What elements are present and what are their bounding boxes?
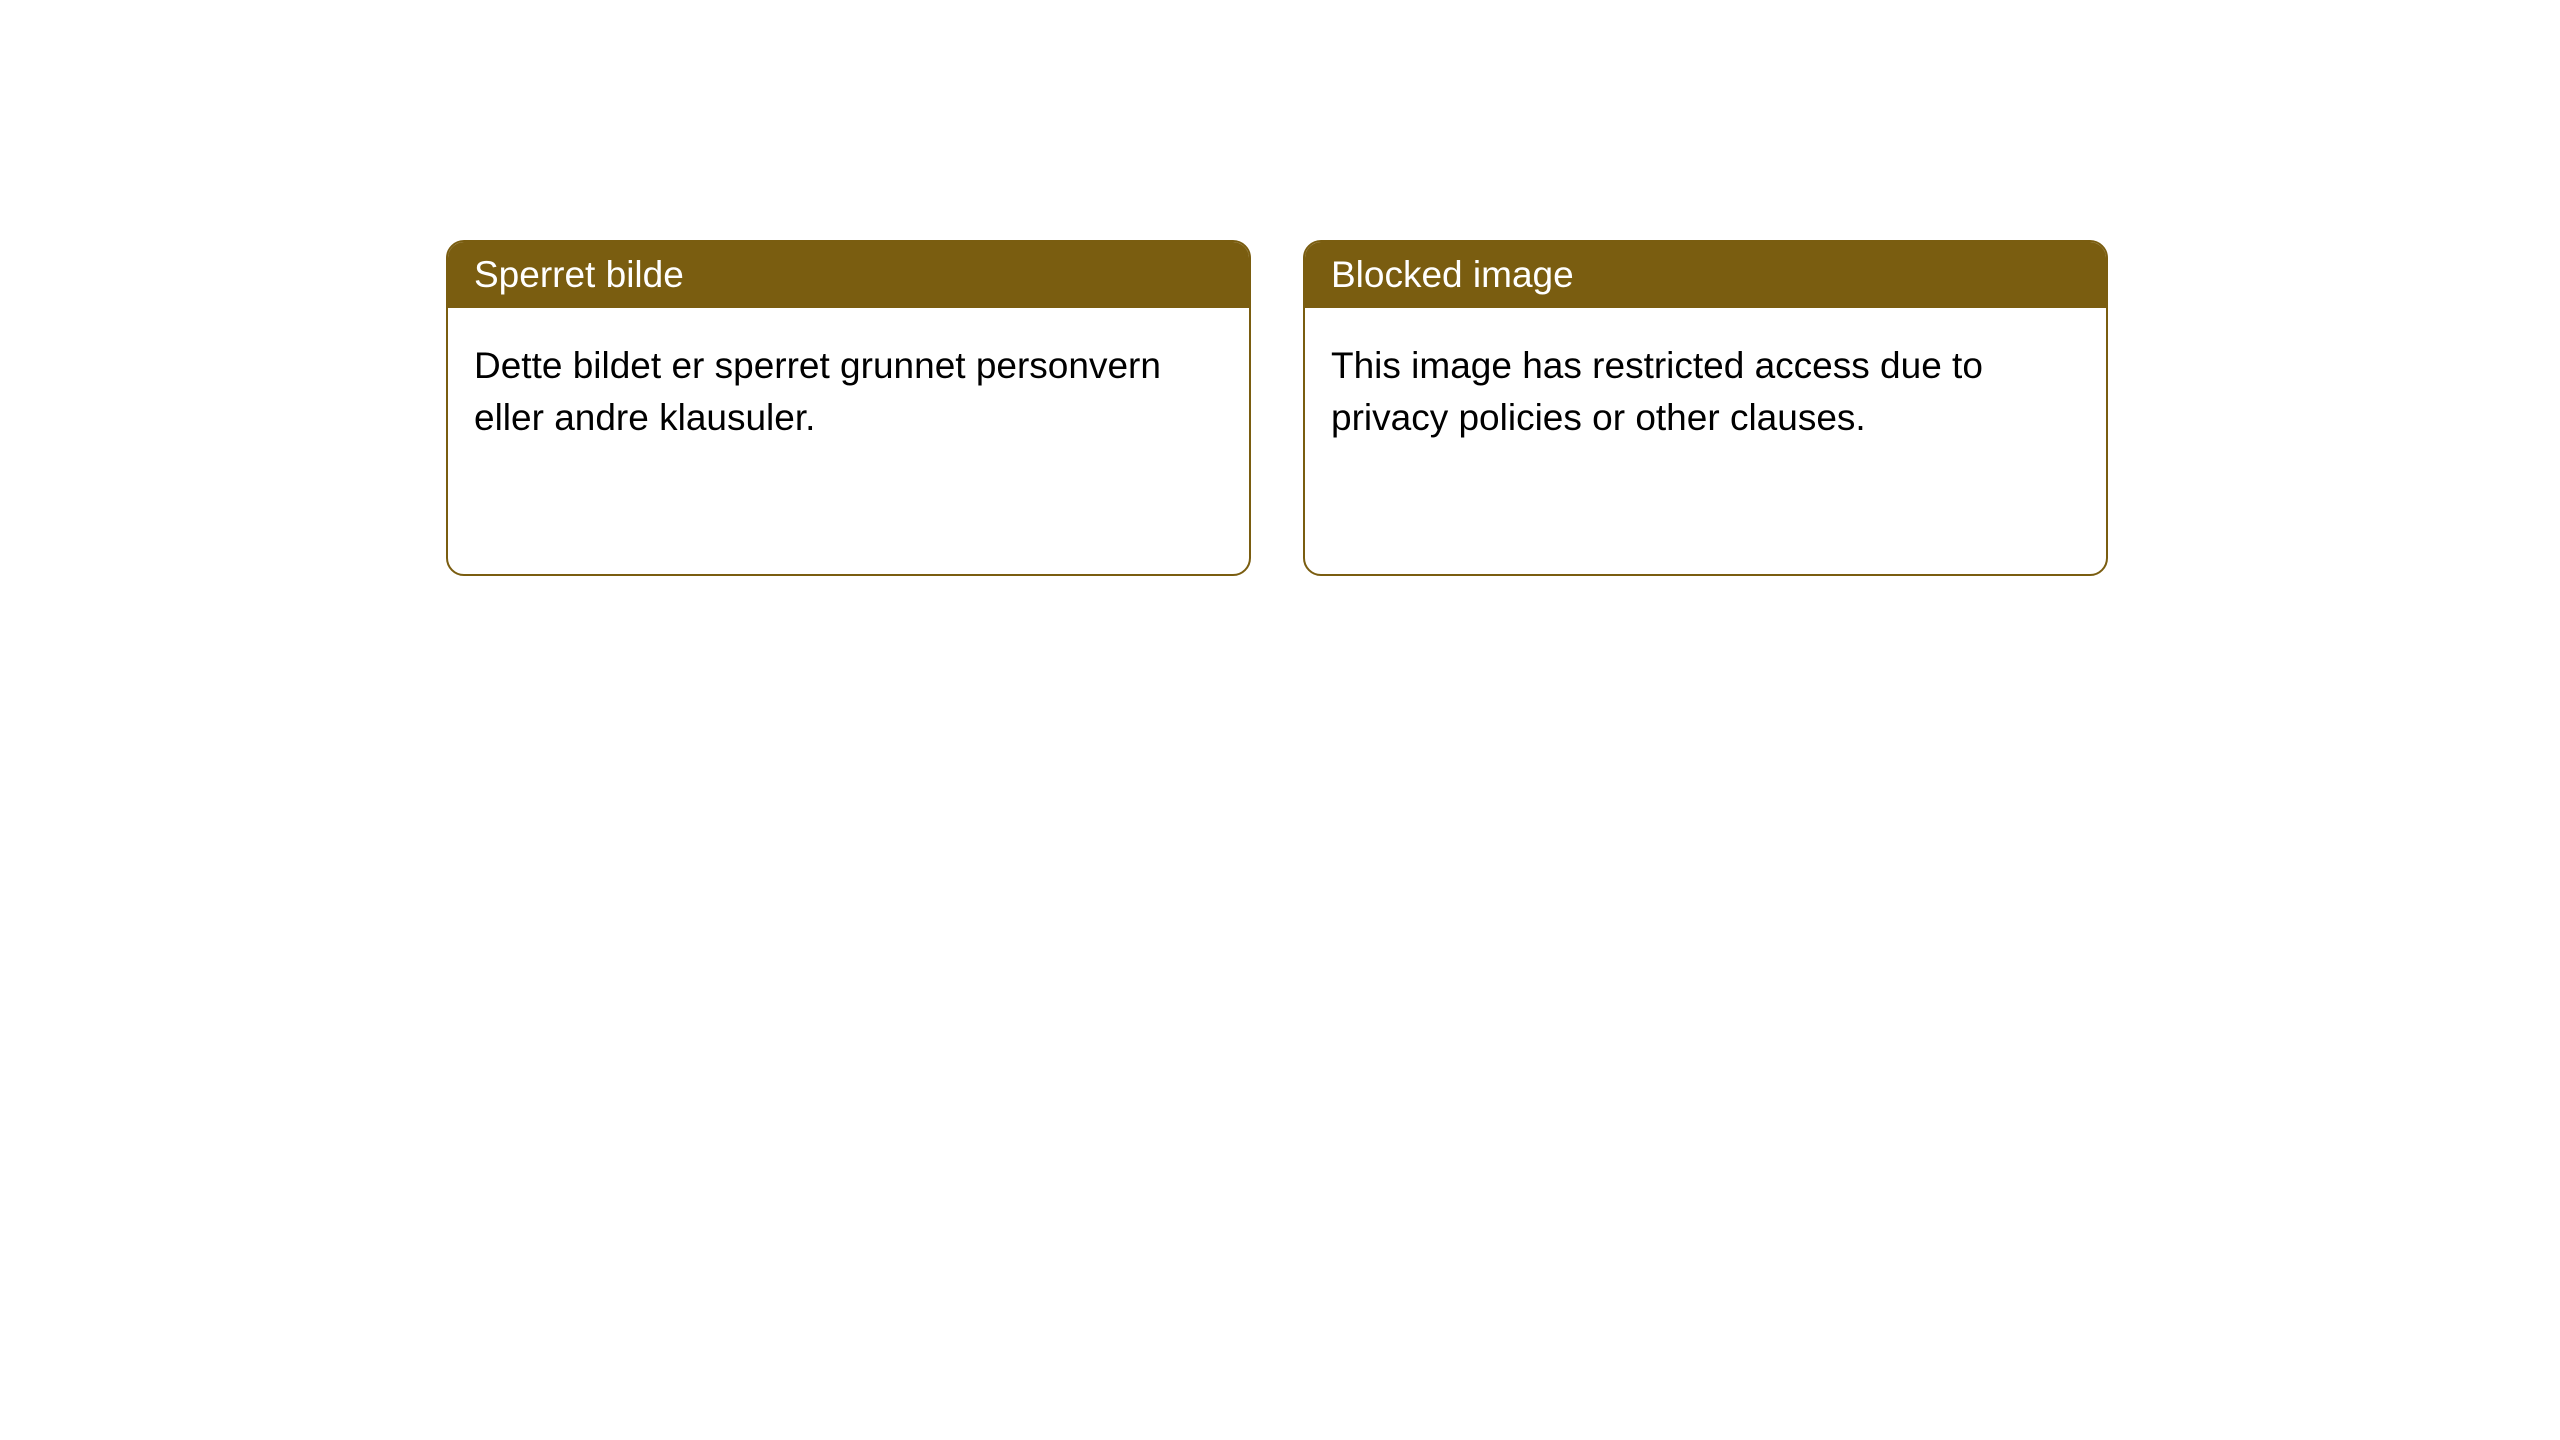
notice-body-text: Dette bildet er sperret grunnet personve… [474,345,1161,438]
notice-header: Blocked image [1305,242,2106,308]
notice-container: Sperret bilde Dette bildet er sperret gr… [446,240,2108,576]
notice-title: Blocked image [1331,254,1574,295]
notice-body: Dette bildet er sperret grunnet personve… [448,308,1249,476]
notice-title: Sperret bilde [474,254,684,295]
notice-card-english: Blocked image This image has restricted … [1303,240,2108,576]
notice-card-norwegian: Sperret bilde Dette bildet er sperret gr… [446,240,1251,576]
notice-header: Sperret bilde [448,242,1249,308]
notice-body: This image has restricted access due to … [1305,308,2106,476]
notice-body-text: This image has restricted access due to … [1331,345,1983,438]
